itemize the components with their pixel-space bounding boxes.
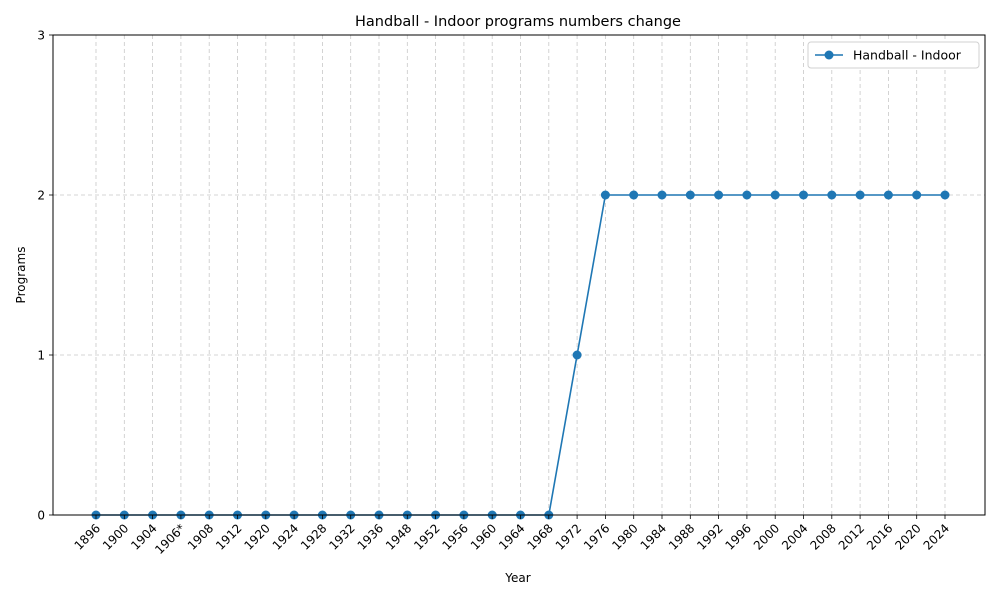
data-point xyxy=(629,190,639,200)
x-tick-label: 2016 xyxy=(864,521,895,552)
data-point xyxy=(912,190,922,200)
x-tick-label: 1906* xyxy=(152,521,188,557)
x-tick-label: 1900 xyxy=(100,521,131,552)
x-tick-label: 2004 xyxy=(779,521,810,552)
y-axis-ticks: 0 1 2 3 xyxy=(37,29,53,523)
x-tick-label: 1924 xyxy=(270,521,301,552)
data-point xyxy=(827,190,837,200)
x-tick-label: 1996 xyxy=(723,521,754,552)
x-axis-ticks: 1896190019041906*19081912192019241928193… xyxy=(72,515,952,557)
legend: Handball - Indoor xyxy=(807,41,980,69)
x-tick-label: 2000 xyxy=(751,521,782,552)
x-tick-label: 1992 xyxy=(694,521,725,552)
legend-label: Handball - Indoor xyxy=(853,48,962,63)
data-point xyxy=(940,190,950,200)
data-point xyxy=(770,190,780,200)
chart-title: Handball - Indoor programs numbers chang… xyxy=(355,14,681,30)
x-tick-label: 1912 xyxy=(213,521,244,552)
x-tick-label: 1984 xyxy=(638,521,669,552)
x-tick-label: 1980 xyxy=(609,521,640,552)
data-point xyxy=(600,190,610,200)
y-tick-label: 3 xyxy=(37,29,45,43)
x-tick-label: 1896 xyxy=(72,521,103,552)
data-point xyxy=(657,190,667,200)
x-tick-label: 1960 xyxy=(468,521,499,552)
data-point xyxy=(799,190,808,200)
grid-lines xyxy=(53,34,985,516)
x-tick-label: 1964 xyxy=(496,521,527,552)
x-tick-label: 2024 xyxy=(921,521,952,552)
x-tick-label: 1932 xyxy=(326,521,357,552)
x-tick-label: 1972 xyxy=(553,521,584,552)
x-tick-label: 1956 xyxy=(440,521,471,552)
data-point xyxy=(714,190,724,200)
x-tick-label: 2008 xyxy=(807,521,838,552)
y-tick-label: 2 xyxy=(37,189,45,203)
y-axis-label: Programs xyxy=(14,247,28,304)
data-point xyxy=(742,190,752,200)
x-tick-label: 1988 xyxy=(666,521,697,552)
legend-box xyxy=(807,41,980,69)
data-point xyxy=(883,190,893,200)
y-tick-label: 0 xyxy=(37,509,45,523)
data-point xyxy=(855,190,865,200)
x-tick-label: 1976 xyxy=(581,521,612,552)
x-tick-label: 1928 xyxy=(298,521,329,552)
plot-frame xyxy=(52,34,986,516)
x-tick-label: 1952 xyxy=(411,521,442,552)
x-tick-label: 1968 xyxy=(524,521,555,552)
x-tick-label: 1908 xyxy=(185,521,216,552)
legend-marker xyxy=(824,50,834,60)
x-tick-label: 2012 xyxy=(836,521,867,552)
data-point xyxy=(572,350,582,360)
x-tick-label: 1936 xyxy=(355,521,386,552)
x-tick-label: 2020 xyxy=(892,521,923,552)
data-point xyxy=(685,190,695,200)
x-axis-label: Year xyxy=(504,571,530,585)
y-tick-label: 1 xyxy=(37,349,45,363)
x-tick-label: 1920 xyxy=(241,521,272,552)
x-tick-label: 1948 xyxy=(383,521,414,552)
